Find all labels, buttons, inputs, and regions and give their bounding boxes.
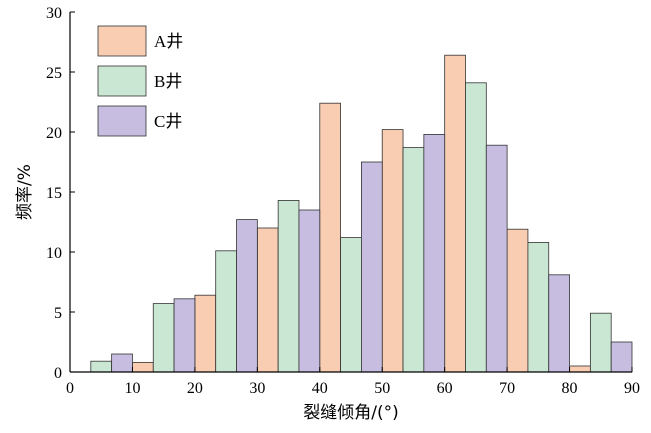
bar-C井-80-90 <box>610 341 633 373</box>
legend-swatch-C井 <box>97 105 147 137</box>
bar-A井-30-40 <box>256 227 279 373</box>
bar-C井-40-50 <box>361 161 383 373</box>
y-tick-label: 10 <box>46 245 62 262</box>
x-axis-title: 裂缝倾角/(°) <box>303 403 399 423</box>
bar-A井-70-80 <box>506 228 529 373</box>
bar-A井-10-20 <box>132 361 154 373</box>
bar-A井-50-60 <box>381 129 404 373</box>
bar-A井-20-30 <box>194 294 217 373</box>
legend-label: B井 <box>154 72 182 91</box>
bar-C井-0-10 <box>111 353 133 373</box>
bars-layer <box>90 54 633 373</box>
legend-swatch-A井 <box>97 25 147 57</box>
x-tick-label: 50 <box>374 380 390 397</box>
bar-C井-60-70 <box>485 144 508 373</box>
legend-label: A井 <box>154 32 183 51</box>
bar-A井-80-90 <box>569 365 591 373</box>
bar-B井-10-20 <box>152 303 175 373</box>
y-tick-label: 25 <box>46 65 62 82</box>
x-tick-label: 90 <box>624 380 640 397</box>
bar-B井-70-80 <box>527 241 550 373</box>
bar-C井-30-40 <box>298 209 321 373</box>
bar-C井-20-30 <box>236 219 258 373</box>
bar-A井-60-70 <box>444 54 466 373</box>
x-tick-label: 70 <box>499 380 515 397</box>
bar-B井-80-90 <box>589 312 612 373</box>
bar-A井-40-50 <box>319 102 341 373</box>
ticks-layer: 0 10 20 30 40 50 60 70 80 90 0 5 10 15 20 25 30 <box>46 5 640 397</box>
y-tick-label: 5 <box>54 305 62 322</box>
bar-B井-0-10 <box>90 360 113 373</box>
x-tick-label: 40 <box>312 380 328 397</box>
y-tick-label: 20 <box>46 125 62 142</box>
y-tick-label: 30 <box>46 5 62 22</box>
bar-C井-50-60 <box>423 133 446 373</box>
bar-C井-10-20 <box>173 298 196 373</box>
bar-B井-50-60 <box>402 147 425 373</box>
bar-C井-70-80 <box>548 274 570 373</box>
legend-swatch-B井 <box>97 65 147 97</box>
x-tick-label: 80 <box>562 380 578 397</box>
bar-B井-40-50 <box>340 237 362 373</box>
y-tick-label: 0 <box>54 365 62 382</box>
x-tick-label: 10 <box>124 380 140 397</box>
legend-label: C井 <box>154 112 182 131</box>
y-axis-title: 频率/% <box>15 164 35 220</box>
x-tick-label: 0 <box>66 380 74 397</box>
x-tick-label: 30 <box>249 380 265 397</box>
x-tick-label: 20 <box>187 380 203 397</box>
x-tick-label: 60 <box>437 380 453 397</box>
y-tick-label: 15 <box>46 185 62 202</box>
bar-B井-20-30 <box>215 250 237 373</box>
legend: A井 B井 C井 <box>97 25 183 137</box>
bar-B井-30-40 <box>277 199 300 373</box>
bar-B井-60-70 <box>465 82 487 373</box>
